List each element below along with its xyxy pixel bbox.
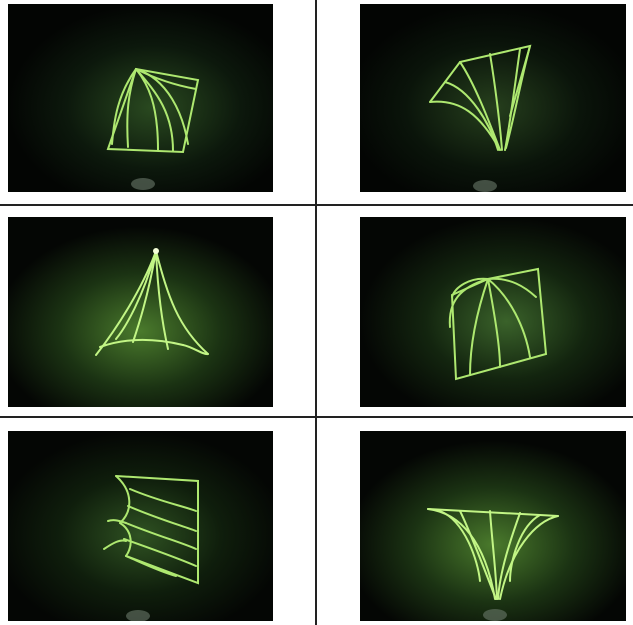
vertical-divider <box>315 0 317 625</box>
photo-panel-1 <box>8 4 273 192</box>
filament-sheet <box>106 67 200 154</box>
filament-sheet <box>427 508 559 600</box>
photo-panel-3 <box>8 217 273 407</box>
photo-panel-2 <box>360 4 626 192</box>
filament-sheet <box>448 267 548 381</box>
horizontal-divider-1 <box>0 204 633 206</box>
filament-sheet <box>95 250 209 356</box>
filament-sheet <box>103 475 199 585</box>
filament-sheet <box>429 44 532 151</box>
horizontal-divider-2 <box>0 416 633 418</box>
photo-panel-4 <box>360 217 626 407</box>
photo-panel-6 <box>360 431 626 621</box>
photo-panel-5 <box>8 431 273 621</box>
